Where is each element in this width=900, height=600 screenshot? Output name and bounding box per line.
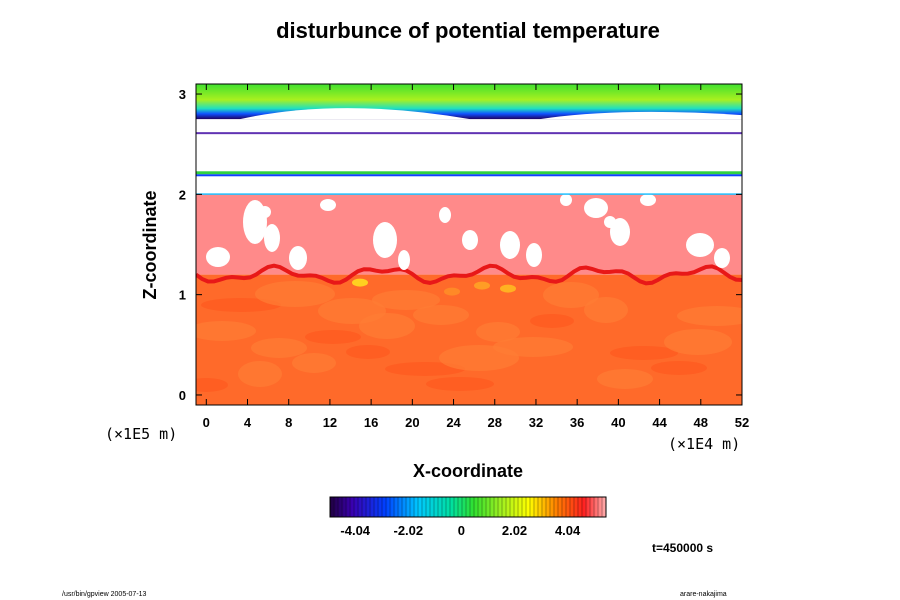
x-tick-label: 8 [285,415,292,430]
x-tick-label: 32 [529,415,543,430]
colorbar-tick-label: 2.02 [502,523,527,538]
field-layer [196,119,742,195]
cold-pocket [500,231,520,259]
colorbar-tick-label: -2.02 [394,523,424,538]
y-tick-label: 1 [179,288,186,303]
cold-pocket [289,246,307,270]
colorbar-stripes [333,497,603,517]
lower-eddy [584,296,628,323]
cold-pocket [264,224,280,252]
x-axis-label: X-coordinate [413,461,523,481]
warm-spot [444,287,460,296]
colorbar-ticks: -4.04 -2.02 0 2.02 4.04 [340,523,581,538]
cold-pocket [584,198,608,218]
cold-pocket [604,216,616,228]
x-tick-label: 4 [244,415,252,430]
warm-spot [500,284,516,293]
lower-eddy [385,361,465,376]
x-tick-label: 16 [364,415,378,430]
lower-eddy [664,328,732,355]
lower-eddy [610,345,678,360]
x-tick-label: 28 [488,415,502,430]
x-tick-label: 36 [570,415,584,430]
lower-eddy [201,297,281,312]
x-tick-label: 44 [652,415,667,430]
lower-eddy [597,368,653,389]
lower-eddy [346,344,390,359]
lower-eddy [251,337,307,358]
colorbar-tick-label: 0 [458,523,465,538]
y-axis-label: Z-coordinate [140,190,160,299]
footer-left: /usr/bin/gpview 2005-07-13 [62,591,147,598]
x-tick-label: 48 [694,415,708,430]
cold-pocket [640,194,656,206]
thin-band [196,193,742,195]
y-tick-label: 3 [179,87,186,102]
thin-band [196,174,742,177]
y-axis: 0 1 2 3 [179,87,742,403]
x-tick-label: 24 [446,415,461,430]
cold-pocket [373,222,397,258]
lower-eddy [493,336,573,357]
x-axis: 0 4 8 12 16 20 24 28 32 36 40 44 48 52 [203,84,749,430]
warm-spot [474,281,490,290]
x-tick-label: 20 [405,415,419,430]
x-tick-label: 0 [203,415,210,430]
cold-pocket [686,233,714,257]
thin-band [196,132,742,135]
lower-eddy [238,360,282,387]
lower-eddy [359,312,415,339]
lower-eddy [677,305,742,326]
lower-eddy [255,280,335,307]
colorbar-tick-label: 4.04 [555,523,581,538]
colorbar-tick-label: -4.04 [340,523,370,538]
cold-pocket [560,194,572,206]
lower-eddy [372,289,440,310]
lower-eddy [196,320,256,341]
x-tick-label: 12 [323,415,337,430]
cold-pocket [206,247,230,267]
lower-eddy [305,329,361,344]
thin-band [196,171,742,175]
lower-eddy [476,321,520,342]
warm-spot [352,278,368,287]
colorbar-gradient [329,496,607,518]
footer-right: arare-nakajima [680,591,727,598]
lower-eddy [651,360,707,375]
cold-pocket [398,250,410,270]
cold-pocket [320,199,336,211]
interface-front [196,263,742,286]
y-tick-label: 2 [179,187,186,202]
time-label: t=450000 s [652,541,713,555]
upper-notch [540,111,742,120]
lower-eddy [426,376,494,391]
lower-eddy [530,313,574,328]
y-scale-label: (×1E5 m) [105,425,177,443]
lower-eddy [413,304,469,325]
cold-pocket [462,230,478,250]
colorbar: -4.04 -2.02 0 2.02 4.04 [329,496,607,538]
cold-pocket [259,206,271,218]
y-tick-label: 0 [179,388,186,403]
cold-pocket [439,207,451,223]
lower-eddy [292,352,336,373]
x-tick-label: 40 [611,415,625,430]
upper-notch [240,108,470,120]
x-scale-label: (×1E4 m) [668,435,740,453]
plot-frame [195,83,743,406]
lower-eddy [543,281,599,308]
lower-eddy [196,377,228,392]
cold-pocket [714,248,730,268]
chart-title: disturbunce of potential temperature [276,18,660,43]
x-tick-label: 52 [735,415,749,430]
plot-area [196,84,742,405]
cold-pocket [526,243,542,267]
